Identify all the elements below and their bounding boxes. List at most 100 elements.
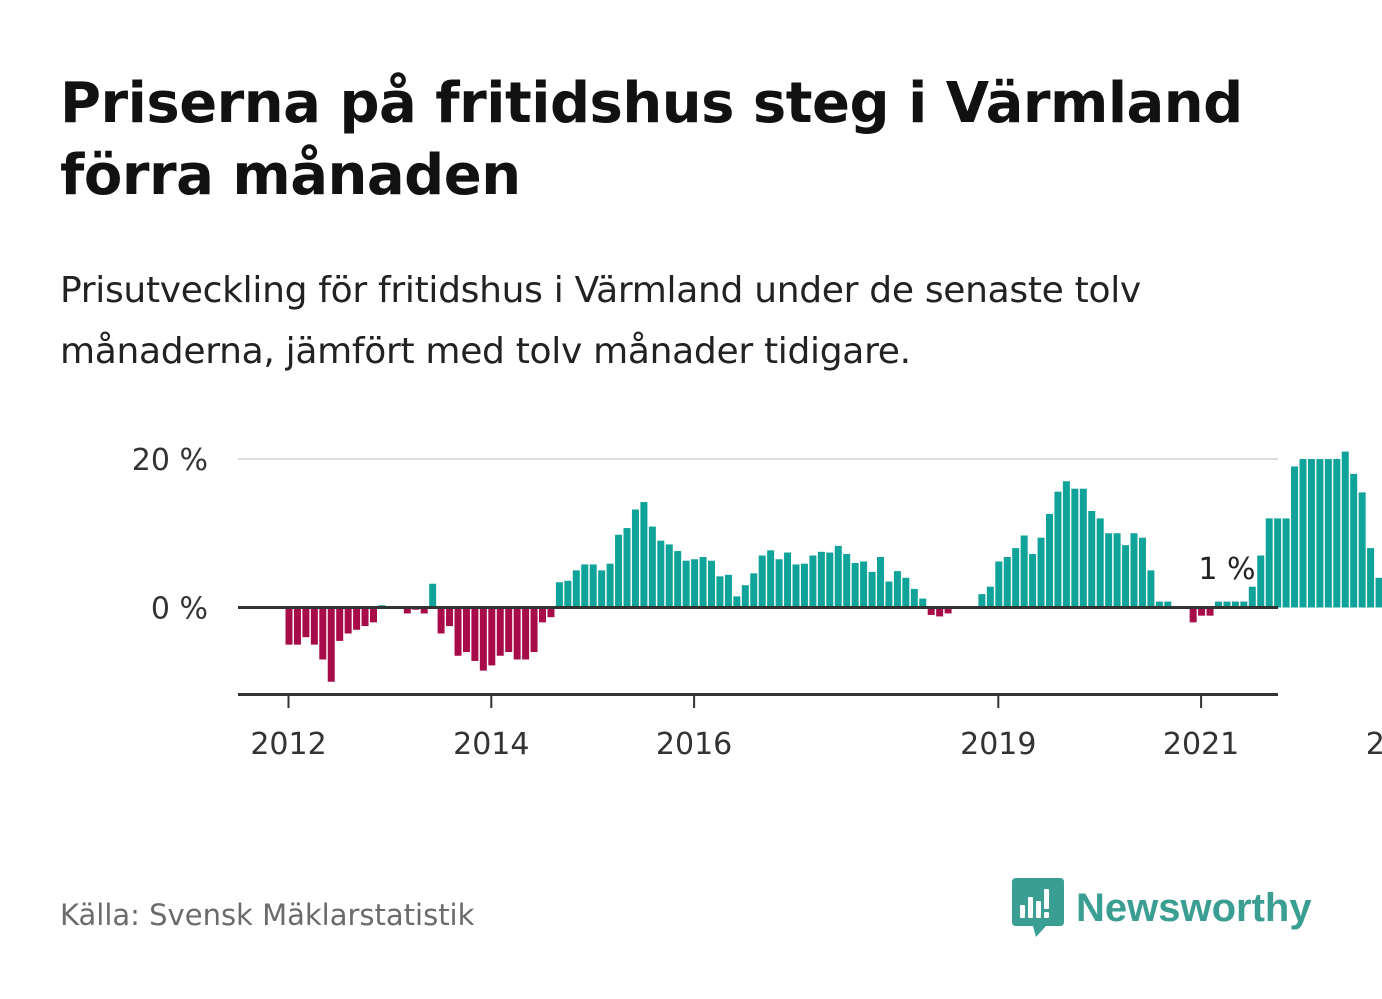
bar [1299, 459, 1307, 608]
bar [623, 528, 631, 608]
bar [488, 607, 496, 666]
bar [462, 607, 470, 653]
bar [437, 607, 445, 634]
bar [327, 607, 335, 682]
bar [1096, 518, 1104, 608]
bar [708, 560, 715, 608]
x-tick-label: 2019 [960, 727, 1036, 762]
bar [1020, 535, 1028, 608]
bar [429, 583, 437, 608]
bar [877, 557, 884, 608]
bar [775, 559, 783, 608]
bar [420, 607, 428, 614]
bar [927, 607, 935, 615]
bar [1223, 601, 1231, 608]
bar [344, 607, 352, 634]
bar [741, 585, 749, 608]
bar [1333, 459, 1341, 608]
bar [1189, 607, 1197, 623]
bar [1155, 601, 1163, 608]
bar [285, 607, 293, 645]
bar [1164, 601, 1172, 608]
bar [1113, 533, 1121, 608]
bar [699, 557, 707, 608]
x-tick-label: 2016 [656, 727, 732, 762]
bar [826, 552, 834, 608]
bar [479, 607, 487, 671]
bar [598, 570, 606, 608]
bar [513, 607, 521, 660]
bar [1062, 481, 1070, 608]
bar [1046, 513, 1053, 608]
bar [851, 562, 859, 608]
y-tick-label: 0 % [151, 592, 208, 627]
source-credit: Källa: Svensk Mäklarstatistik [60, 898, 475, 932]
bar [1105, 533, 1113, 608]
bar [648, 526, 656, 608]
bar [936, 607, 944, 617]
bar [302, 607, 310, 638]
bar [446, 607, 454, 627]
bar [336, 607, 344, 641]
bar [809, 555, 817, 608]
bar [471, 607, 479, 661]
bar [589, 564, 597, 608]
bar [555, 582, 563, 608]
bar [454, 607, 462, 656]
bar [978, 594, 986, 608]
bar [767, 550, 775, 608]
bar [834, 545, 842, 608]
bar [564, 580, 572, 608]
bar [1215, 601, 1222, 608]
bar [1265, 518, 1273, 608]
bar [1324, 459, 1332, 608]
bar [1350, 473, 1358, 608]
bar [1037, 537, 1045, 608]
bar [353, 607, 361, 630]
bar [860, 561, 868, 608]
bar [1240, 601, 1248, 608]
bar [1147, 570, 1155, 608]
bar [1071, 488, 1079, 608]
bar [986, 586, 994, 608]
bar [539, 607, 546, 623]
bar [505, 607, 513, 653]
y-tick-label: 20 % [132, 443, 208, 478]
x-tick-label: 2012 [250, 727, 326, 762]
bar [893, 571, 901, 608]
chart-subtitle: Prisutveckling för fritidshus i Värmland… [60, 270, 1141, 372]
bar [1029, 554, 1037, 608]
bar [1138, 537, 1146, 608]
bar [1003, 557, 1011, 608]
bar [885, 581, 893, 608]
bar [310, 607, 318, 645]
bar [716, 576, 724, 608]
bar [674, 551, 682, 608]
bar [1198, 607, 1206, 616]
newsworthy-logo: Newsworthy [1012, 878, 1312, 938]
bar [733, 596, 741, 608]
bar [1316, 459, 1324, 608]
bar [1088, 510, 1096, 608]
bar [581, 564, 589, 608]
chart-title: Priserna på fritidshus steg i Värmland f… [60, 71, 1243, 208]
bar [665, 544, 673, 608]
bar [1282, 518, 1290, 608]
bar [1122, 545, 1130, 608]
bar [800, 563, 808, 608]
bar [1130, 533, 1138, 608]
bar [606, 563, 614, 608]
bar [522, 607, 530, 660]
bar [868, 571, 876, 608]
bar [902, 577, 910, 608]
bar [691, 559, 699, 608]
bar [631, 509, 639, 608]
bar [530, 607, 538, 653]
bar [293, 607, 301, 645]
bar [792, 564, 800, 608]
bar [682, 560, 690, 608]
bar [1367, 548, 1375, 608]
bar [1274, 518, 1282, 608]
bar [1054, 491, 1062, 608]
bar [657, 540, 665, 608]
